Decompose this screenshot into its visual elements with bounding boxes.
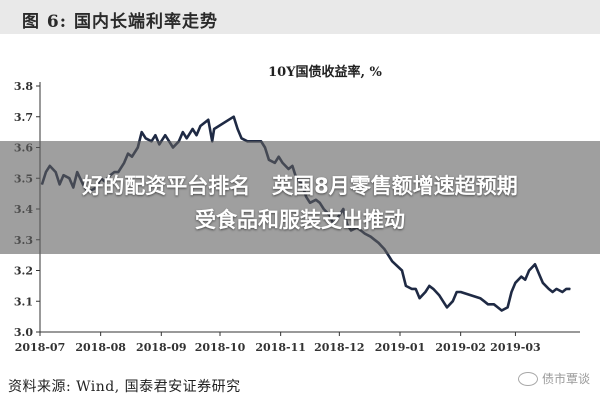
data-point — [164, 134, 166, 136]
data-point — [240, 137, 243, 139]
x-tick-label: 2018-07 — [15, 341, 66, 354]
data-point — [548, 288, 550, 290]
data-point — [487, 303, 489, 305]
data-point — [141, 131, 143, 133]
data-point — [456, 291, 458, 293]
data-point — [552, 291, 554, 293]
x-tick-label: 2018-09 — [136, 341, 187, 354]
data-point — [542, 282, 544, 284]
x-tick-label: 2019-03 — [490, 341, 541, 354]
data-point — [199, 125, 201, 127]
data-point — [565, 288, 567, 290]
data-point — [528, 269, 530, 272]
data-point — [401, 269, 403, 272]
x-tick-label: 2019-01 — [375, 341, 426, 354]
data-point — [192, 128, 194, 130]
data-point — [534, 263, 536, 265]
data-point — [391, 260, 393, 262]
data-point — [405, 285, 407, 287]
data-point — [387, 254, 389, 256]
data-point — [432, 288, 434, 290]
x-tick-label: 2019-02 — [435, 341, 486, 354]
data-point — [424, 291, 426, 293]
data-point — [207, 119, 209, 121]
data-point — [479, 297, 481, 299]
data-point — [493, 303, 495, 305]
data-point — [452, 300, 454, 302]
data-point — [419, 297, 421, 299]
x-tick-label: 2018-10 — [195, 341, 246, 354]
wechat-logo-icon — [517, 371, 538, 386]
data-point — [195, 134, 198, 136]
data-point — [428, 285, 430, 287]
data-point — [446, 306, 448, 308]
x-tick-label: 2018-11 — [255, 341, 306, 354]
figure-title: 图 6: 国内长端利率走势 — [22, 12, 218, 32]
y-tick-label: 3.7 — [14, 111, 33, 124]
data-point — [538, 273, 540, 275]
x-tick-label: 2018-12 — [314, 341, 365, 354]
headline-overlay — [0, 141, 600, 254]
data-point — [483, 300, 485, 302]
data-point — [524, 279, 526, 281]
data-point — [507, 306, 509, 308]
data-point — [514, 282, 517, 284]
data-point — [561, 291, 564, 293]
headline-line-2: 受食品和服装支出推动 — [195, 208, 405, 232]
x-tick-label: 2018-08 — [75, 341, 126, 354]
data-point — [442, 300, 444, 302]
y-tick-label: 3.1 — [14, 295, 33, 308]
data-point — [233, 116, 235, 118]
data-point — [569, 288, 571, 290]
data-point — [213, 128, 215, 130]
data-point — [555, 288, 558, 290]
source-note: 资料来源: Wind, 国泰君安证券研究 — [8, 379, 241, 395]
chart-title: 10Y国债收益率, % — [268, 64, 382, 80]
data-point — [501, 309, 503, 312]
y-tick-label: 3.0 — [14, 326, 33, 339]
data-point — [154, 134, 156, 136]
data-point — [186, 137, 188, 139]
watermark: 债市覃谈 — [517, 370, 590, 387]
data-point — [415, 288, 417, 290]
data-point — [510, 291, 513, 293]
data-point — [497, 306, 499, 308]
data-point — [411, 288, 413, 290]
data-point — [520, 276, 522, 278]
headline-line-1: 好的配资平台排名 英国8月零售额增速超预期 — [82, 174, 518, 198]
data-point — [145, 137, 147, 139]
y-tick-label: 3.8 — [14, 80, 33, 93]
y-tick-label: 3.2 — [14, 265, 33, 278]
data-point — [182, 131, 184, 133]
data-point — [460, 291, 462, 293]
data-point — [438, 294, 440, 296]
data-point — [237, 128, 239, 130]
figure-header: 图 6: 国内长端利率走势 — [0, 0, 600, 34]
watermark-text: 债市覃谈 — [541, 372, 590, 386]
